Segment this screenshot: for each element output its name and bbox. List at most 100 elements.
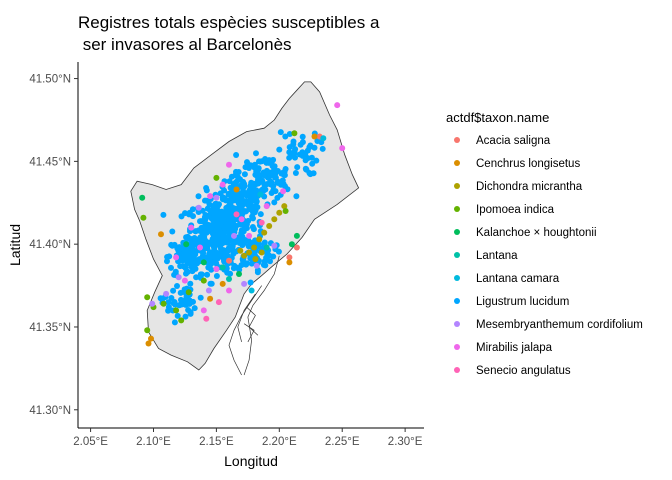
point-ligustrum-lucidum-585	[281, 172, 288, 179]
point-ligustrum-lucidum-481	[250, 226, 257, 233]
legend-key-dot	[454, 298, 460, 304]
point-ligustrum-lucidum-838	[184, 301, 191, 308]
point-ligustrum-lucidum-479	[254, 204, 261, 211]
point-ligustrum-lucidum-776	[313, 157, 320, 164]
legend-label: Lantana	[476, 250, 518, 262]
legend-item: Acacia saligna	[454, 135, 551, 147]
point-ligustrum-lucidum-499	[231, 205, 237, 212]
point-ligustrum-lucidum-483	[210, 202, 217, 209]
point-mirabilis-jalapa-12	[246, 232, 253, 239]
point-ligustrum-lucidum-418	[228, 173, 235, 180]
point-ligustrum-lucidum-788	[304, 155, 311, 162]
point-mesembryanthemum-cordifolium-3	[253, 262, 260, 269]
point-dichondra-micrantha-2	[251, 244, 258, 251]
legend-label: Ipomoea indica	[476, 204, 555, 216]
series-senecio-angulatus	[203, 211, 265, 322]
point-ligustrum-lucidum-782	[299, 133, 306, 140]
point-ligustrum-lucidum-742	[261, 239, 268, 246]
point-ligustrum-lucidum-560	[244, 159, 250, 166]
point-mesembryanthemum-cordifolium-1	[149, 300, 156, 307]
legend-item: Lantana camara	[454, 273, 560, 285]
series-cenchrus-longisetus	[145, 133, 318, 347]
point-ligustrum-lucidum-839	[187, 280, 194, 287]
point-mirabilis-jalapa-2	[339, 145, 346, 152]
point-cenchrus-longisetus-7	[219, 280, 226, 287]
point-ligustrum-lucidum-837	[172, 301, 179, 308]
occurrence-points	[139, 102, 346, 347]
port-line-3	[237, 293, 256, 342]
point-ipomoea-indica-12	[185, 289, 192, 296]
point-dichondra-micrantha-1	[246, 249, 253, 256]
point-ligustrum-lucidum-834	[177, 289, 184, 296]
point-ligustrum-lucidum-821	[182, 313, 189, 320]
y-tick-label: 41.45°N	[29, 156, 71, 168]
point-ligustrum-lucidum-192	[192, 228, 199, 235]
point-ligustrum-lucidum-99	[195, 193, 202, 200]
point-kalanchoe-houghtonii-6	[183, 241, 190, 248]
point-ligustrum-lucidum-628	[190, 239, 197, 246]
point-ligustrum-lucidum-684	[220, 247, 227, 254]
point-ligustrum-lucidum-636	[168, 264, 174, 271]
point-ligustrum-lucidum-455	[227, 191, 234, 198]
point-ligustrum-lucidum-811	[168, 295, 175, 301]
point-ligustrum-lucidum-718	[239, 242, 246, 249]
point-ligustrum-lucidum-792	[277, 129, 284, 136]
point-ligustrum-lucidum-661	[189, 268, 196, 275]
legend-label: Cenchrus longisetus	[476, 158, 580, 170]
point-mirabilis-jalapa-3	[226, 161, 232, 168]
y-axis-ticks: 41.30°N 41.35°N 41.40°N 41.45°N 41.50°N	[29, 74, 78, 417]
legend-item: Lantana	[454, 250, 518, 262]
point-ligustrum-lucidum-590	[268, 169, 275, 176]
point-mesembryanthemum-cordifolium-7	[231, 232, 237, 239]
point-dichondra-micrantha-9	[252, 256, 259, 263]
port-line-5	[243, 323, 255, 343]
point-dichondra-micrantha-12	[237, 247, 244, 254]
point-ligustrum-lucidum-807	[165, 299, 172, 306]
point-lantana-3	[263, 244, 270, 251]
legend-label: Dichondra micrantha	[476, 181, 583, 193]
legend-key-dot	[454, 206, 460, 212]
point-mirabilis-jalapa-10	[200, 307, 207, 314]
point-kalanchoe-houghtonii-4	[236, 271, 242, 277]
point-ligustrum-lucidum-765	[309, 160, 316, 167]
point-mirabilis-jalapa-7	[188, 224, 195, 231]
point-ligustrum-lucidum-473	[257, 211, 264, 218]
point-ipomoea-indica-2	[144, 294, 151, 301]
point-dichondra-micrantha-8	[281, 203, 288, 210]
port-line-1	[243, 255, 280, 376]
point-ligustrum-lucidum-263	[197, 294, 204, 301]
legend-item: Dichondra micrantha	[454, 181, 583, 193]
point-ligustrum-lucidum-777	[282, 133, 289, 140]
point-ligustrum-lucidum-574	[270, 183, 277, 190]
point-mirabilis-jalapa-4	[219, 181, 226, 188]
point-ipomoea-indica-6	[178, 317, 185, 324]
point-ligustrum-lucidum-753	[261, 258, 268, 265]
legend: actdf$taxon.name Acacia saligna Cenchrus …	[446, 110, 643, 377]
point-ligustrum-lucidum-466	[203, 185, 210, 191]
legend-label: Mesembryanthemum cordifolium	[476, 319, 643, 331]
point-lantana-camara-1	[320, 135, 327, 142]
point-ligustrum-lucidum-791	[292, 146, 299, 153]
point-ligustrum-lucidum-578	[251, 164, 258, 171]
point-ligustrum-lucidum-715	[231, 262, 238, 269]
point-ligustrum-lucidum-768	[319, 145, 326, 152]
point-ipomoea-indica-5	[173, 307, 180, 314]
point-lantana-2	[226, 276, 232, 282]
point-ligustrum-lucidum-774	[286, 149, 293, 156]
point-acacia-saligna-2	[293, 244, 300, 251]
point-mirabilis-jalapa-16	[280, 188, 287, 195]
legend-key-dot	[454, 160, 460, 166]
point-ligustrum-lucidum-526	[274, 194, 281, 201]
point-dichondra-micrantha-3	[256, 236, 263, 243]
point-mesembryanthemum-cordifolium-2	[163, 290, 170, 297]
point-ligustrum-lucidum-486	[240, 178, 247, 185]
legend-label: Senecio angulatus	[476, 365, 571, 377]
point-ligustrum-lucidum-462	[225, 224, 232, 231]
y-tick-label: 41.35°N	[29, 322, 71, 334]
series-mirabilis-jalapa	[173, 102, 346, 314]
x-tick-label: 2.30°E	[388, 436, 423, 448]
point-ipomoea-indica-7	[144, 327, 151, 334]
point-ligustrum-lucidum-445	[210, 236, 217, 243]
point-ligustrum-lucidum-290	[198, 271, 205, 278]
point-ligustrum-lucidum-637	[169, 242, 176, 249]
